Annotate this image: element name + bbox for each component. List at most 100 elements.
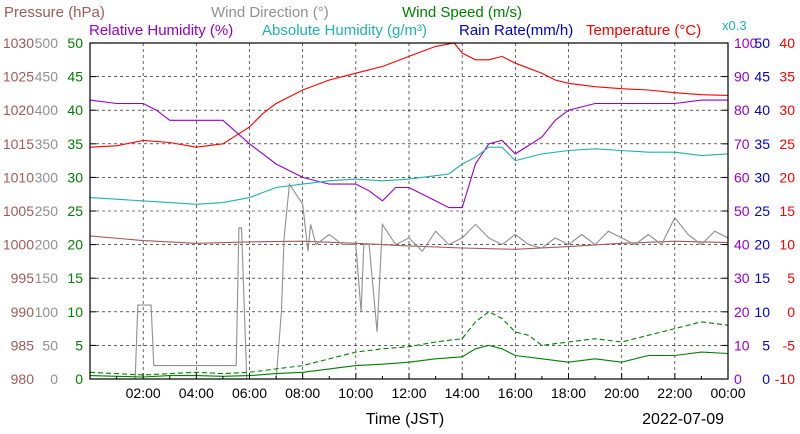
wind_direction-tick-label: 300: [35, 169, 59, 185]
temperature-tick-label: 20: [779, 169, 795, 185]
humidity-tick-label: 40: [734, 237, 750, 253]
x-tick-label: 00:00: [710, 385, 745, 401]
wind_speed-tick-label: 0: [75, 371, 83, 387]
x-tick-label: 08:00: [285, 385, 320, 401]
rain-tick-label: 25: [754, 203, 770, 219]
wind_direction-tick-label: 100: [35, 304, 59, 320]
rain-tick-label: 50: [754, 35, 770, 51]
humidity-tick-label: 50: [734, 203, 750, 219]
humidity-tick-label: 10: [734, 337, 750, 353]
temperature-tick-label: 30: [779, 102, 795, 118]
temperature-tick-label: 15: [779, 203, 795, 219]
temperature-tick-label: 0: [787, 304, 795, 320]
pressure-tick-label: 1025: [3, 69, 34, 85]
legend-item-3: Relative Humidity (%): [89, 22, 233, 39]
rain-tick-label: 45: [754, 69, 770, 85]
legend-item-5: Rain Rate(mm/h): [459, 22, 573, 39]
left-axes: 1030102510201015101010051000995990985980…: [3, 35, 96, 387]
temperature-tick-label: -10: [775, 371, 795, 387]
wind_direction-tick-label: 250: [35, 203, 59, 219]
wind_speed-tick-label: 20: [67, 237, 83, 253]
temperature-tick-label: 35: [779, 69, 795, 85]
wind_speed-tick-label: 30: [67, 169, 83, 185]
legend-item-4: Absolute Humidity (g/m³): [262, 22, 427, 39]
humidity-tick-label: 90: [734, 69, 750, 85]
x-tick-label: 06:00: [232, 385, 267, 401]
wind_direction-tick-label: 350: [35, 136, 59, 152]
wind_direction-tick-label: 0: [50, 371, 58, 387]
pressure-tick-label: 995: [11, 270, 35, 286]
pressure-tick-label: 990: [11, 304, 35, 320]
series-line-0: [89, 42, 729, 148]
wind_direction-tick-label: 500: [35, 35, 59, 51]
humidity-tick-label: 80: [734, 102, 750, 118]
temperature-tick-label: 10: [779, 237, 795, 253]
wind_speed-tick-label: 15: [67, 270, 83, 286]
temperature-tick-label: 25: [779, 136, 795, 152]
temperature-tick-label: 5: [787, 270, 795, 286]
wind_speed-tick-label: 50: [67, 35, 83, 51]
rain-tick-label: 30: [754, 169, 770, 185]
humidity-tick-label: 30: [734, 270, 750, 286]
legend-item-7: x0.3: [722, 18, 747, 33]
series-line-2: [89, 146, 729, 205]
date-label: 2022-07-09: [642, 411, 724, 428]
legend-item-0: Pressure (hPa): [4, 4, 105, 21]
humidity-tick-label: 100: [734, 35, 758, 51]
humidity-tick-label: 60: [734, 169, 750, 185]
rain-tick-label: 40: [754, 102, 770, 118]
wind_direction-tick-label: 150: [35, 270, 59, 286]
pressure-tick-label: 1020: [3, 102, 34, 118]
x-tick-label: 12:00: [391, 385, 426, 401]
wind_speed-tick-label: 40: [67, 102, 83, 118]
series-line-6: [89, 311, 729, 376]
wind_speed-tick-label: 35: [67, 136, 83, 152]
wind_direction-tick-label: 200: [35, 237, 59, 253]
humidity-tick-label: 20: [734, 304, 750, 320]
humidity-tick-label: 70: [734, 136, 750, 152]
wind_direction-tick-label: 50: [42, 337, 58, 353]
wind_direction-tick-label: 400: [35, 102, 59, 118]
x-tick-label: 20:00: [604, 385, 639, 401]
rain-tick-label: 5: [762, 337, 770, 353]
rain-tick-label: 35: [754, 136, 770, 152]
humidity-tick-label: 0: [734, 371, 742, 387]
x-tick-label: 22:00: [657, 385, 692, 401]
wind_speed-tick-label: 45: [67, 69, 83, 85]
pressure-tick-label: 1015: [3, 136, 34, 152]
pressure-tick-label: 1010: [3, 169, 34, 185]
right-axes: 1009080706050403020100504540353025201510…: [722, 35, 795, 387]
pressure-tick-label: 1030: [3, 35, 34, 51]
series-line-3: [89, 235, 729, 250]
series-line-5: [89, 344, 729, 378]
wind_direction-tick-label: 450: [35, 69, 59, 85]
rain-tick-label: 15: [754, 270, 770, 286]
x-tick-label: 14:00: [445, 385, 480, 401]
wind_speed-tick-label: 5: [75, 337, 83, 353]
pressure-tick-label: 1005: [3, 203, 34, 219]
series-line-1: [89, 99, 728, 209]
x-tick-label: 04:00: [179, 385, 214, 401]
temperature-tick-label: -5: [783, 337, 796, 353]
pressure-tick-label: 980: [11, 371, 35, 387]
wind_speed-tick-label: 25: [67, 203, 83, 219]
x-tick-label: 02:00: [126, 385, 161, 401]
rain-tick-label: 0: [762, 371, 770, 387]
legend-item-1: Wind Direction (°): [211, 4, 329, 21]
x-axis-label: Time (JST): [366, 411, 445, 428]
legend: Pressure (hPa) Wind Direction (°) Wind Spe…: [4, 4, 747, 39]
rain-tick-label: 10: [754, 304, 770, 320]
x-tick-label: 10:00: [338, 385, 373, 401]
legend-item-2: Wind Speed (m/s): [402, 4, 522, 21]
x-tick-label: 18:00: [551, 385, 586, 401]
pressure-tick-label: 1000: [3, 237, 34, 253]
x-axis: 02:00 04:00 06:00 08:00 10:00 12:00 14:00 16:00…: [116, 373, 746, 401]
grid: [90, 43, 728, 379]
legend-item-6: Temperature (°C): [586, 22, 701, 39]
temperature-tick-label: 40: [779, 35, 795, 51]
series-line-4: [90, 182, 729, 380]
wind_speed-tick-label: 10: [67, 304, 83, 320]
x-tick-label: 16:00: [498, 385, 533, 401]
